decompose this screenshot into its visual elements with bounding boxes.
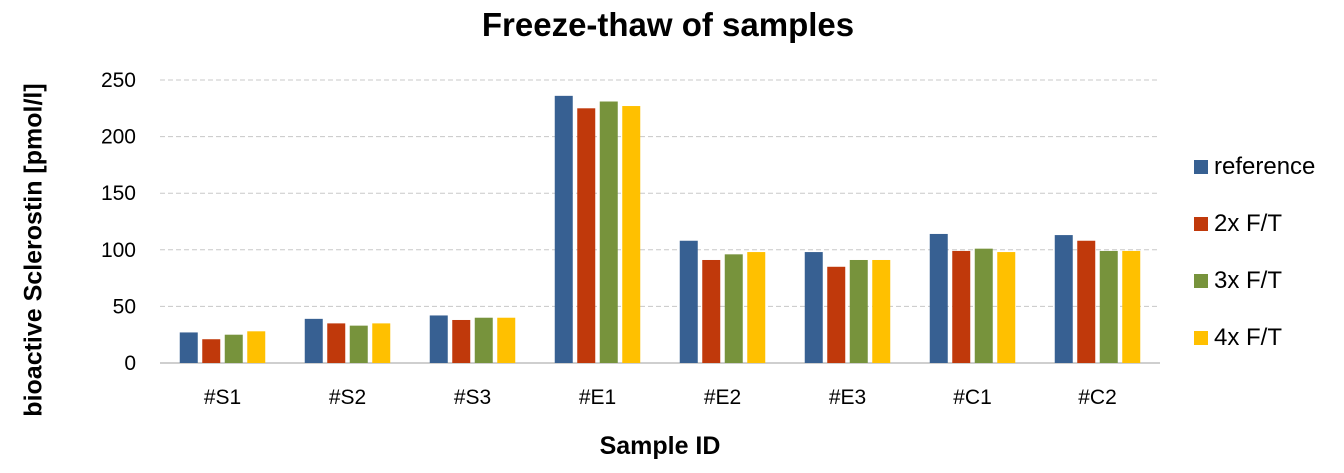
legend: reference 2x F/T 3x F/T 4x F/T xyxy=(1194,138,1315,366)
bar xyxy=(202,339,221,363)
legend-item: 2x F/T xyxy=(1194,195,1315,252)
legend-item: 4x F/T xyxy=(1194,309,1315,366)
bar xyxy=(622,106,641,363)
bar xyxy=(1054,235,1073,363)
bar xyxy=(452,319,471,363)
chart-title: Freeze-thaw of samples xyxy=(481,6,855,43)
x-tick-label: #E2 xyxy=(704,386,741,409)
legend-item: reference xyxy=(1194,138,1315,195)
legend-label: 3x F/T xyxy=(1214,266,1283,294)
bar xyxy=(349,325,368,363)
bar xyxy=(724,254,743,363)
y-tick-label: 0 xyxy=(124,352,136,375)
bar xyxy=(429,315,448,363)
x-tick-label: #E1 xyxy=(579,386,616,409)
bar xyxy=(577,108,596,363)
bar xyxy=(497,317,516,363)
y-tick-label: 100 xyxy=(101,239,136,262)
bar xyxy=(702,259,721,363)
bar xyxy=(247,331,266,363)
x-tick-label: #C1 xyxy=(953,386,992,409)
bar xyxy=(679,240,698,363)
bar xyxy=(952,250,971,363)
bar xyxy=(872,259,891,363)
bar xyxy=(804,252,823,363)
bar xyxy=(997,252,1016,363)
legend-swatch xyxy=(1194,216,1208,231)
bar xyxy=(372,323,391,363)
bar xyxy=(1122,250,1141,363)
bar xyxy=(827,266,846,363)
x-tick-label: #S2 xyxy=(329,386,366,409)
y-tick-label: 50 xyxy=(113,295,136,318)
legend-swatch xyxy=(1194,273,1208,288)
bar xyxy=(224,334,243,363)
y-tick-label: 200 xyxy=(101,126,136,149)
x-tick-label: #S1 xyxy=(204,386,241,409)
x-tick-label: #C2 xyxy=(1078,386,1117,409)
bar xyxy=(974,248,993,363)
bar xyxy=(304,318,323,363)
bar xyxy=(1077,240,1096,363)
legend-label: reference xyxy=(1214,152,1316,180)
legend-label: 4x F/T xyxy=(1214,323,1283,351)
x-tick-label: #S3 xyxy=(454,386,491,409)
legend-swatch xyxy=(1194,159,1208,174)
bar xyxy=(599,101,618,364)
y-tick-label: 150 xyxy=(101,182,136,205)
bar xyxy=(327,323,346,363)
x-tick-label: #E3 xyxy=(829,386,866,409)
bar xyxy=(474,317,493,363)
bar xyxy=(929,233,948,363)
legend-label: 2x F/T xyxy=(1214,209,1283,237)
bar xyxy=(747,252,766,363)
y-tick-label: 250 xyxy=(101,69,136,92)
legend-swatch xyxy=(1194,330,1208,345)
x-axis-label: Sample ID xyxy=(599,432,721,460)
bar xyxy=(554,95,573,364)
bar xyxy=(849,259,868,363)
legend-item: 3x F/T xyxy=(1194,252,1315,309)
bar xyxy=(1099,250,1118,363)
bar xyxy=(179,332,198,363)
